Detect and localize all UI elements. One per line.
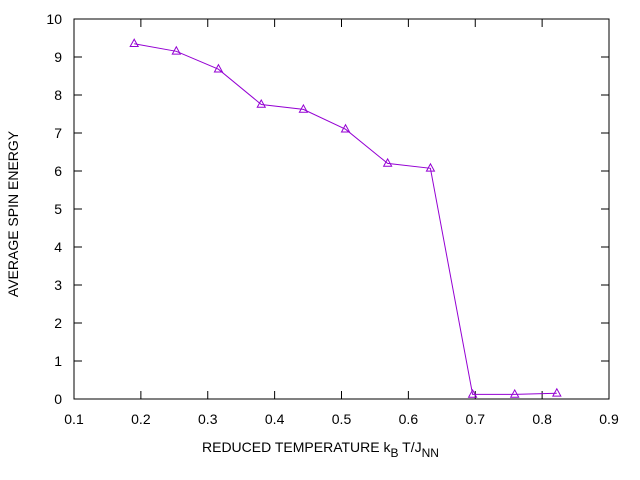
y-axis-ticks: 0 1 2 3 4 5 6 7 8 9 10 bbox=[46, 11, 609, 407]
y-tick-label: 0 bbox=[54, 391, 62, 407]
y-axis-label: AVERAGE SPIN ENERGY bbox=[5, 130, 21, 297]
y-tick-label: 8 bbox=[54, 87, 62, 103]
x-tick-label: 0.6 bbox=[399, 411, 419, 427]
x-axis-label-mid: T/J bbox=[399, 439, 422, 455]
data-point bbox=[256, 98, 267, 108]
data-point bbox=[509, 388, 520, 398]
y-tick-label: 4 bbox=[54, 239, 62, 255]
data-point bbox=[340, 123, 351, 133]
x-axis-label-main: REDUCED TEMPERATURE k bbox=[202, 439, 392, 455]
y-tick-label: 6 bbox=[54, 163, 62, 179]
x-tick-label: 0.2 bbox=[131, 411, 151, 427]
series-line bbox=[134, 43, 557, 395]
series-group bbox=[129, 38, 562, 398]
y-tick-label: 2 bbox=[54, 315, 62, 331]
y-tick-label: 5 bbox=[54, 201, 62, 217]
y-tick-label: 1 bbox=[54, 353, 62, 369]
x-tick-label: 0.1 bbox=[64, 411, 84, 427]
x-tick-label: 0.9 bbox=[599, 411, 619, 427]
data-point bbox=[551, 387, 562, 397]
x-axis-ticks: 0.1 0.2 0.3 0.4 0.5 0.6 0.7 0.8 0.9 bbox=[64, 19, 619, 427]
data-point bbox=[467, 388, 478, 398]
x-tick-label: 0.7 bbox=[466, 411, 486, 427]
data-point bbox=[213, 63, 224, 73]
y-tick-label: 7 bbox=[54, 125, 62, 141]
x-axis-label-sub-nn: NN bbox=[422, 446, 439, 460]
data-point bbox=[298, 103, 309, 113]
y-tick-label: 9 bbox=[54, 49, 62, 65]
y-tick-label: 3 bbox=[54, 277, 62, 293]
y-tick-label: 10 bbox=[46, 11, 62, 27]
data-point bbox=[425, 162, 436, 172]
x-axis-label-sub-b: B bbox=[391, 446, 399, 460]
x-axis-label: REDUCED TEMPERATURE kB T/JNN bbox=[202, 439, 439, 460]
data-point bbox=[171, 45, 182, 55]
x-tick-label: 0.4 bbox=[265, 411, 285, 427]
x-tick-label: 0.3 bbox=[198, 411, 218, 427]
data-point bbox=[382, 157, 393, 167]
x-tick-label: 0.5 bbox=[332, 411, 352, 427]
x-tick-label: 0.8 bbox=[532, 411, 552, 427]
plot-frame bbox=[73, 18, 610, 400]
data-point bbox=[129, 38, 140, 47]
